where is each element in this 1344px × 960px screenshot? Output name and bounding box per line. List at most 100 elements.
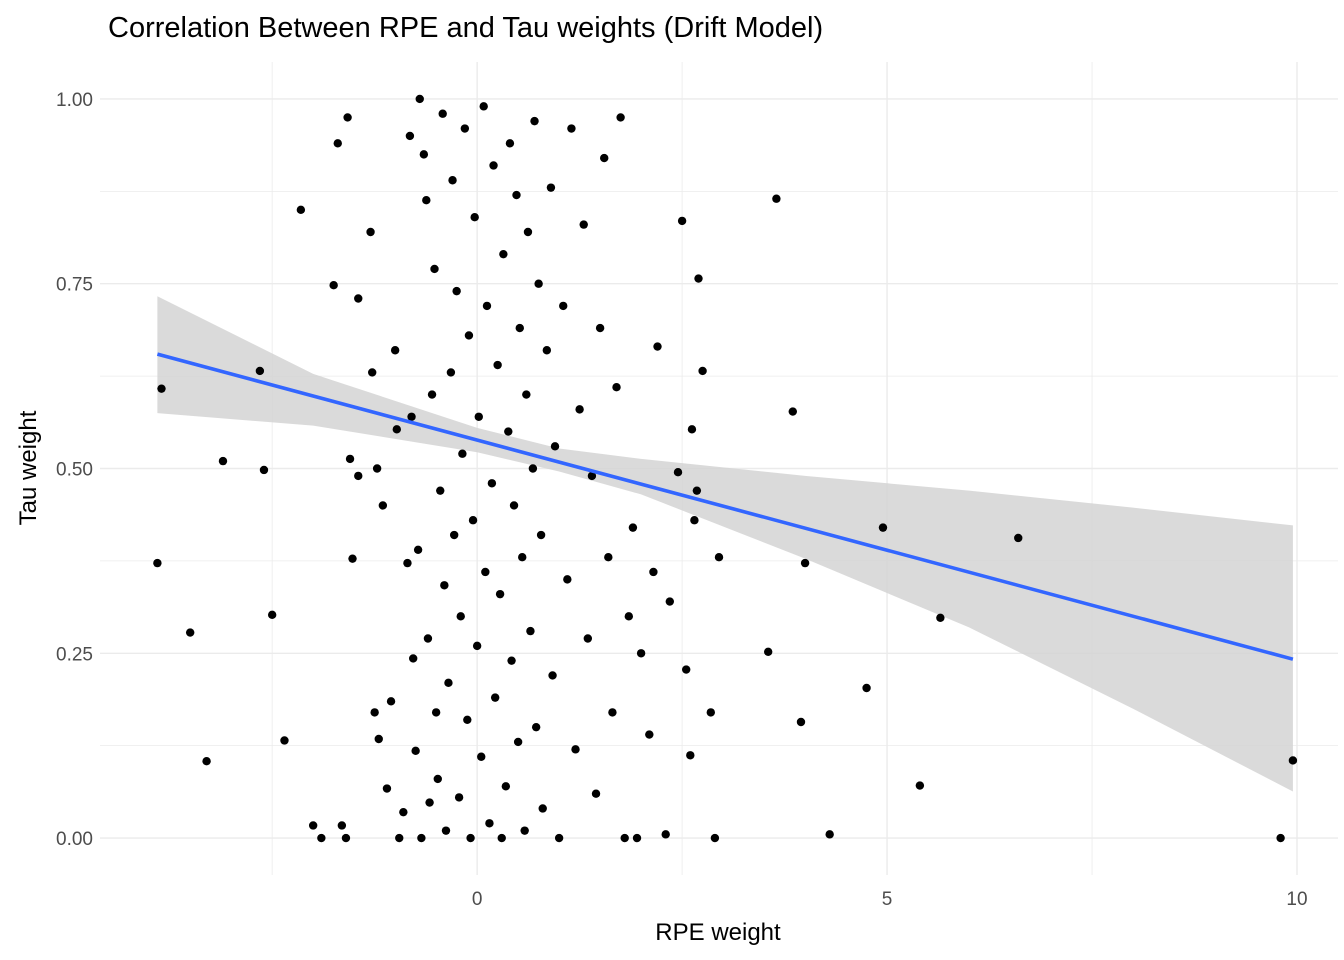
data-point (337, 821, 347, 830)
data-point (425, 798, 434, 807)
data-point (501, 782, 511, 791)
data-point (550, 442, 560, 451)
data-point (466, 833, 475, 843)
y-tick-label: 0.25 (56, 644, 93, 665)
data-point (440, 581, 449, 590)
data-point (448, 176, 457, 185)
data-point (477, 752, 486, 761)
data-point (415, 94, 424, 104)
data-point (329, 281, 338, 290)
data-point (499, 249, 508, 259)
data-point (354, 471, 363, 481)
data-point (504, 427, 513, 436)
data-point (423, 634, 433, 643)
data-point (591, 789, 601, 798)
confidence-ribbon (157, 296, 1293, 792)
data-point (575, 405, 584, 414)
data-point (390, 346, 400, 355)
data-point (520, 826, 529, 835)
data-point (259, 465, 269, 475)
data-point (392, 425, 401, 434)
data-point (542, 346, 552, 355)
x-axis-title: RPE weight (655, 919, 781, 946)
data-point (645, 730, 654, 739)
data-point (788, 407, 797, 416)
data-point (382, 784, 392, 793)
y-axis-title: Tau weight (15, 410, 42, 525)
data-point (395, 833, 404, 843)
data-point (546, 183, 556, 192)
data-point (710, 833, 720, 843)
data-point (317, 833, 326, 843)
data-point (512, 190, 521, 200)
data-point (616, 113, 625, 122)
data-point (505, 139, 515, 148)
regression-line (156, 352, 1294, 661)
data-point (1014, 533, 1023, 543)
data-point (405, 131, 415, 141)
data-point (460, 124, 470, 133)
data-point (677, 216, 687, 226)
data-point (446, 368, 456, 377)
data-point (528, 464, 538, 473)
data-point (661, 830, 670, 839)
data-point (534, 279, 543, 288)
data-point (690, 516, 699, 525)
data-point (559, 301, 568, 311)
data-point (399, 807, 408, 817)
data-point (430, 264, 439, 274)
data-point (449, 530, 459, 540)
data-point (523, 227, 533, 237)
x-tick-label: 0 (472, 889, 483, 910)
data-point (185, 628, 195, 637)
data-point (513, 737, 523, 747)
data-point (482, 301, 492, 311)
data-point (595, 323, 605, 333)
data-point (682, 665, 691, 674)
data-point (554, 833, 564, 843)
data-point (763, 647, 773, 656)
data-point (604, 552, 613, 562)
y-tick-label: 0.50 (56, 460, 93, 481)
data-point (530, 116, 539, 126)
data-point (345, 454, 355, 464)
data-point (354, 294, 363, 303)
data-point (800, 558, 810, 568)
data-point (636, 649, 646, 658)
data-point (444, 678, 453, 688)
data-point (632, 833, 642, 843)
data-point (255, 366, 265, 376)
data-point (157, 384, 166, 393)
data-point (458, 449, 467, 458)
data-point (649, 567, 658, 577)
data-point (431, 708, 441, 717)
data-point (470, 213, 479, 222)
data-point (267, 610, 277, 620)
data-point (706, 708, 716, 717)
data-point (308, 821, 318, 830)
data-point (692, 486, 702, 495)
data-point (452, 286, 461, 296)
data-point (796, 717, 806, 727)
data-point (653, 342, 662, 351)
data-point (531, 722, 541, 732)
y-tick-label: 0.00 (56, 829, 93, 850)
x-tick-label: 5 (882, 889, 893, 910)
data-point (538, 804, 547, 813)
data-point (341, 833, 351, 843)
data-point (694, 274, 703, 283)
data-point (433, 774, 442, 784)
data-point (518, 552, 527, 562)
data-point (372, 464, 382, 473)
data-point (463, 715, 472, 724)
data-point (526, 626, 535, 636)
data-point (427, 390, 437, 399)
data-point (698, 366, 707, 376)
data-point (386, 697, 396, 706)
data-point (296, 205, 306, 215)
data-point (474, 412, 483, 421)
y-tick-label: 1.00 (56, 90, 93, 111)
data-point (472, 641, 482, 651)
data-point (563, 575, 572, 584)
